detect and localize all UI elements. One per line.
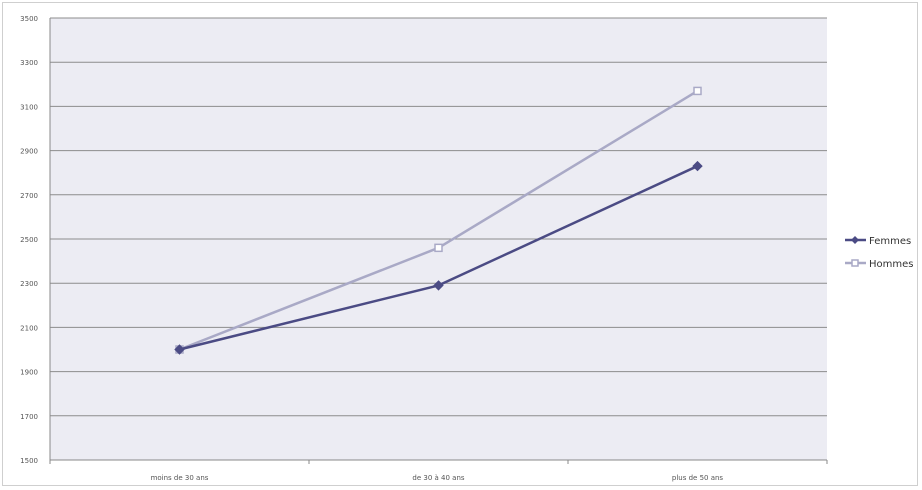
y-tick-label: 1700 <box>20 413 38 421</box>
y-tick-label: 1500 <box>20 457 38 465</box>
y-tick-label: 3300 <box>20 59 38 67</box>
data-point <box>433 280 444 291</box>
series-femmes <box>174 160 703 355</box>
y-tick-label: 2700 <box>20 192 38 200</box>
data-point <box>434 243 443 253</box>
legend-marker <box>851 236 859 244</box>
legend-entry: Hommes <box>845 259 913 270</box>
legend-entry: Femmes <box>845 236 911 247</box>
y-tick-label: 2900 <box>20 148 38 156</box>
y-axis: 1500 1700 1900 2100 2300 2500 2700 2900 3100 3300… <box>20 15 51 465</box>
y-tick-label: 3100 <box>20 103 38 111</box>
series <box>174 86 703 355</box>
x-axis: moins de 30 ans de 30 à 40 ans plus de 50 … <box>49 459 828 482</box>
x-tick-label: plus de 50 ans <box>672 474 724 482</box>
legend-label: Femmes <box>869 236 911 247</box>
legend-label: Hommes <box>869 259 913 270</box>
y-tick-label: 3500 <box>20 15 38 23</box>
gridlines <box>50 17 827 461</box>
data-point <box>693 86 702 96</box>
y-tick-label: 2500 <box>20 236 38 244</box>
data-point <box>692 160 703 172</box>
y-tick-label: 2300 <box>20 280 38 288</box>
x-tick-label: moins de 30 ans <box>151 474 209 482</box>
x-tick-label: de 30 à 40 ans <box>412 474 464 482</box>
y-tick-label: 1900 <box>20 369 38 377</box>
legend-marker <box>851 259 859 267</box>
legend: Femmes Hommes <box>845 236 913 270</box>
data-point <box>174 344 185 355</box>
y-tick-label: 2100 <box>20 324 38 332</box>
